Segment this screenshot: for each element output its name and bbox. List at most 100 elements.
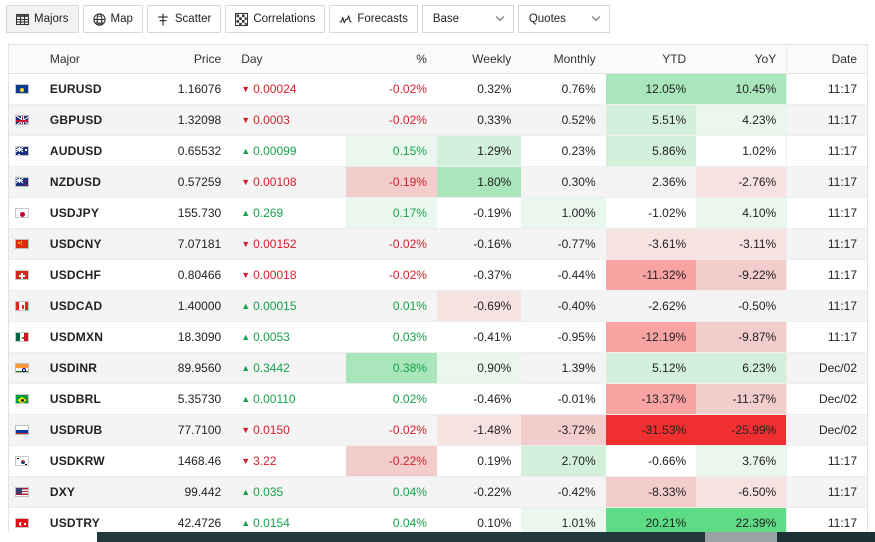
- flag-icon-in: [15, 363, 29, 374]
- cell-percent: 0.04%: [346, 476, 437, 508]
- scrollbar-thumb[interactable]: [97, 532, 705, 542]
- table-row[interactable]: NZDUSD 0.57259 ▼ 0.00108 -0.19% 1.80% 0.30% 2.3…: [9, 166, 867, 198]
- day-value: 0.00024: [253, 81, 297, 96]
- table-row[interactable]: AUDUSD 0.65532 ▲ 0.00099 0.15% 1.29% 0.23% 5.86…: [9, 135, 867, 167]
- table-row[interactable]: USDCHF 0.80466 ▼ 0.00018 -0.02% -0.37% -0.44% -…: [9, 259, 867, 291]
- cell-major[interactable]: USDJPY: [39, 197, 151, 229]
- col-header-yoy[interactable]: YoY: [696, 45, 787, 74]
- day-change: ▲ 0.0154: [241, 516, 290, 530]
- major-label: USDTRY: [49, 515, 100, 530]
- cell-percent: -0.02%: [346, 414, 437, 446]
- table-row[interactable]: USDKRW 1468.46 ▼ 3.22 -0.22% 0.19% 2.70% -0.66%…: [9, 445, 867, 477]
- cell-percent: -0.02%: [346, 259, 437, 291]
- cell-day: ▲ 0.035: [231, 476, 347, 508]
- table-row[interactable]: USDCNY 7.07181 ▼ 0.00152 -0.02% -0.16% -0.77% -…: [9, 228, 867, 260]
- table-row[interactable]: USDRUB 77.7100 ▼ 0.0150 -0.02% -1.48% -3.72% -3…: [9, 414, 867, 446]
- cell-flag: [9, 321, 40, 353]
- cell-monthly: -0.95%: [521, 321, 606, 353]
- day-value: 0.00015: [253, 298, 297, 313]
- cell-weekly: -0.41%: [436, 321, 522, 353]
- col-header-monthly[interactable]: Monthly: [521, 45, 606, 74]
- cell-yoy: -9.87%: [696, 321, 787, 353]
- horizontal-scrollbar[interactable]: [97, 532, 875, 542]
- cell-date: 11:17: [786, 228, 867, 260]
- day-value: 3.22: [253, 453, 277, 468]
- cell-date: 11:17: [786, 445, 867, 477]
- cell-major[interactable]: AUDUSD: [39, 135, 151, 167]
- table-row[interactable]: USDBRL 5.35730 ▲ 0.00110 0.02% -0.46% -0.01% -1…: [9, 383, 867, 415]
- cell-major[interactable]: USDMXN: [39, 321, 151, 353]
- toolbar-tab-forecasts[interactable]: Forecasts: [329, 5, 418, 33]
- chevron-down-icon[interactable]: [495, 14, 505, 25]
- dropdown-base[interactable]: Base: [421, 5, 514, 33]
- toolbar-tab-correlations[interactable]: Correlations: [225, 5, 326, 33]
- flag-icon-br: [15, 394, 29, 405]
- table-row[interactable]: DXY 99.442 ▲ 0.035 0.04% -0.22% -0.42% -8.33% -6…: [9, 476, 867, 508]
- table-row[interactable]: USDCAD 1.40000 ▲ 0.00015 0.01% -0.69% -0.40% -2…: [9, 290, 867, 322]
- cell-ytd: -31.53%: [605, 414, 697, 446]
- cell-major[interactable]: USDCHF: [39, 259, 151, 291]
- toolbar-tab-majors[interactable]: Majors: [6, 5, 79, 33]
- flag-icon-ru: [15, 425, 29, 436]
- major-label: GBPUSD: [49, 112, 103, 127]
- dropdown-label: Base: [432, 13, 460, 25]
- table-row[interactable]: USDTRY 42.4726 ▲ 0.0154 0.04% 0.10% 1.01% 20.21…: [9, 507, 867, 534]
- cell-major[interactable]: GBPUSD: [39, 104, 151, 136]
- day-value: 0.0003: [253, 112, 290, 127]
- day-change: ▲ 0.00099: [241, 144, 296, 158]
- table-row[interactable]: EURUSD 1.16076 ▼ 0.00024 -0.02% 0.32% 0.76% 12.…: [9, 73, 867, 105]
- cell-flag: [9, 445, 40, 477]
- cell-flag: [9, 507, 40, 534]
- col-header-day[interactable]: Day: [231, 45, 347, 74]
- table-row[interactable]: USDMXN 18.3090 ▲ 0.0053 0.03% -0.41% -0.95% -12…: [9, 321, 867, 353]
- cell-ytd: -2.62%: [605, 290, 697, 322]
- table-row[interactable]: USDINR 89.9560 ▲ 0.3442 0.38% 0.90% 1.39% 5.12%…: [9, 352, 867, 384]
- chevron-down-icon[interactable]: [591, 14, 601, 25]
- cell-major[interactable]: DXY: [39, 476, 151, 508]
- col-header-date[interactable]: Date: [786, 45, 867, 74]
- col-header-major[interactable]: Major: [39, 45, 151, 74]
- table-header: Major Price Day % Weekly Monthly YTD YoY…: [9, 45, 867, 74]
- arrow-down-icon: ▼: [241, 269, 251, 280]
- day-change: ▼ 0.00108: [241, 175, 296, 189]
- toolbar-tab-map[interactable]: Map: [82, 5, 143, 33]
- table-row[interactable]: USDJPY 155.730 ▲ 0.269 0.17% -0.19% 1.00% -1.02…: [9, 197, 867, 229]
- col-header-percent[interactable]: %: [346, 45, 437, 74]
- major-label: USDMXN: [49, 329, 104, 344]
- cell-yoy: 10.45%: [696, 73, 787, 105]
- cell-major[interactable]: USDBRL: [39, 383, 151, 415]
- cell-percent: -0.02%: [346, 104, 437, 136]
- cell-price: 0.80466: [150, 259, 232, 291]
- cell-monthly: 0.23%: [521, 135, 606, 167]
- col-header-ytd[interactable]: YTD: [605, 45, 697, 74]
- cell-ytd: 5.86%: [605, 135, 697, 167]
- scrollbar-track-light[interactable]: [705, 532, 777, 542]
- cell-major[interactable]: EURUSD: [39, 73, 151, 105]
- cell-major[interactable]: USDINR: [39, 352, 151, 384]
- day-value: 0.0154: [253, 515, 290, 530]
- day-change: ▼ 0.00024: [241, 82, 296, 96]
- day-value: 0.00152: [253, 236, 297, 251]
- cell-major[interactable]: USDKRW: [39, 445, 151, 477]
- arrow-down-icon: ▼: [241, 83, 251, 94]
- cell-major[interactable]: NZDUSD: [39, 166, 151, 198]
- cell-major[interactable]: USDRUB: [39, 414, 151, 446]
- cell-ytd: -0.66%: [605, 445, 697, 477]
- flag-icon-jp: [15, 208, 29, 219]
- col-header-weekly[interactable]: Weekly: [436, 45, 522, 74]
- dropdown-quotes[interactable]: Quotes: [517, 5, 610, 33]
- toolbar-tab-scatter[interactable]: Scatter: [146, 5, 222, 33]
- cell-major[interactable]: USDTRY: [39, 507, 151, 534]
- quotes-table-container[interactable]: Major Price Day % Weekly Monthly YTD YoY…: [8, 44, 868, 534]
- table-row[interactable]: GBPUSD 1.32098 ▼ 0.0003 -0.02% 0.33% 0.52% 5.51…: [9, 104, 867, 136]
- arrow-up-icon: ▲: [241, 300, 251, 311]
- arrow-down-icon: ▼: [241, 424, 251, 435]
- scatter-plot-icon: [157, 13, 170, 26]
- cell-percent: 0.15%: [346, 135, 437, 167]
- cell-major[interactable]: USDCAD: [39, 290, 151, 322]
- major-label: USDJPY: [49, 205, 100, 220]
- cell-major[interactable]: USDCNY: [39, 228, 151, 260]
- cell-day: ▲ 0.00015: [231, 290, 347, 322]
- col-header-price[interactable]: Price: [150, 45, 232, 74]
- cell-day: ▼ 0.0150: [231, 414, 347, 446]
